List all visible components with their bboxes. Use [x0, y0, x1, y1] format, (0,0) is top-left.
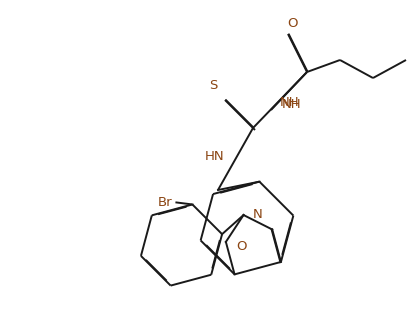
Text: S: S [209, 79, 217, 92]
Text: NH: NH [282, 98, 301, 110]
Text: O: O [236, 240, 247, 253]
Text: O: O [287, 17, 297, 30]
Text: NH: NH [280, 95, 299, 109]
Text: Br: Br [158, 196, 172, 209]
Text: HN: HN [204, 150, 224, 163]
Text: N: N [252, 208, 262, 221]
